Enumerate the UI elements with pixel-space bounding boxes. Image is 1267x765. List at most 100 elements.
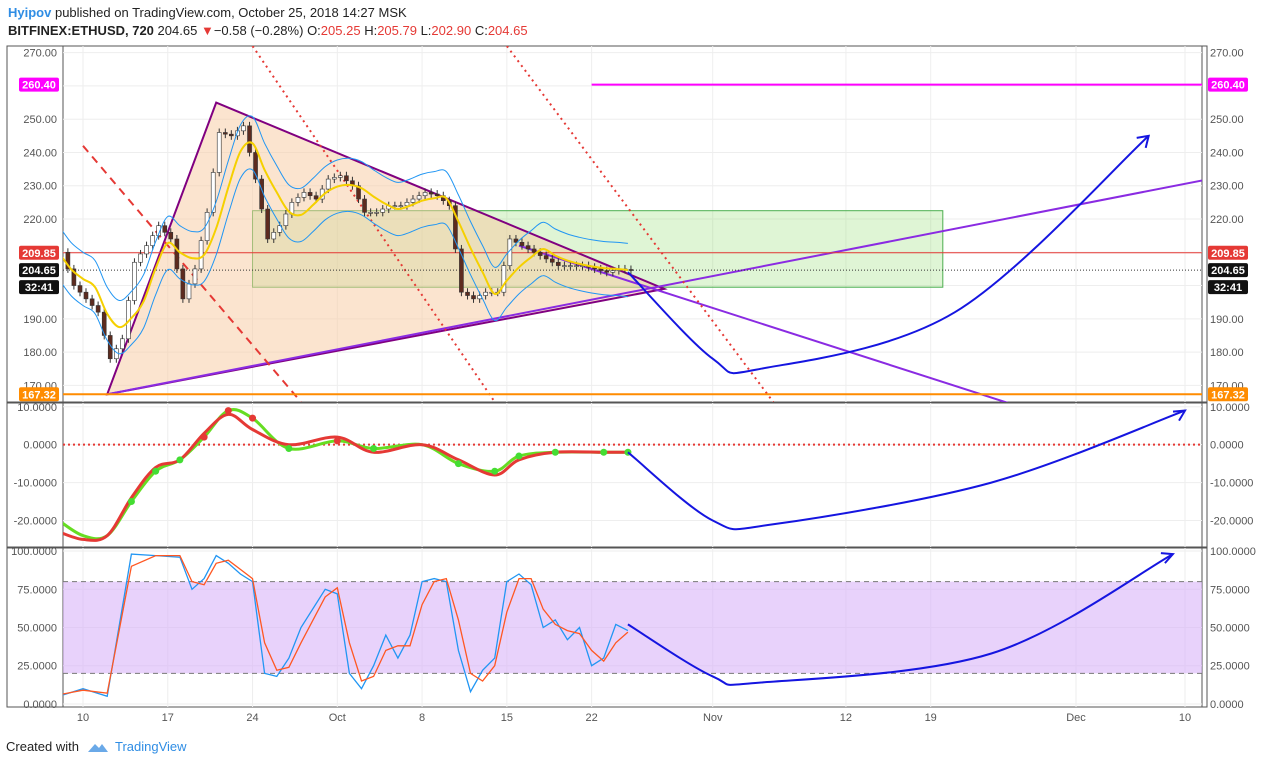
y-tick-label-right: 220.00	[1210, 214, 1244, 226]
x-tick-label: Nov	[703, 712, 723, 724]
stoch-tick-label-left: 50.0000	[17, 623, 57, 635]
candle-down	[265, 208, 270, 240]
y-tick-label-left: 230.00	[23, 181, 57, 193]
candle-down	[356, 185, 361, 200]
high-value: 205.79	[377, 23, 417, 38]
macd-tick-label-right: 10.0000	[1210, 402, 1250, 414]
forecast-arrowhead	[1172, 409, 1187, 422]
cross-dot	[370, 444, 378, 452]
macd-tick-label-left: 10.0000	[17, 402, 57, 414]
close-label: C:	[474, 23, 488, 38]
stoch-tick-label-right: 75.0000	[1210, 584, 1250, 596]
candle-up	[150, 235, 155, 246]
candle-up	[568, 265, 573, 267]
stoch-series-line	[63, 553, 629, 698]
symbol-label: BITFINEX:ETHUSD, 720	[8, 23, 154, 38]
stoch-tick-label-right: 100.0000	[1210, 546, 1256, 558]
price-tag-label: 167.32	[22, 389, 56, 401]
cross-dot	[224, 407, 232, 415]
stoch-pane-frame	[6, 547, 1208, 708]
change-value: −0.58 (−0.28%)	[213, 23, 304, 38]
bollinger-upper-line	[63, 115, 628, 302]
candle-up	[210, 172, 216, 213]
y-tick-label-right: 230.00	[1210, 181, 1244, 193]
publish-line: Hyipov published on TradingView.com, Oct…	[8, 4, 1258, 22]
created-with-label: Created with	[6, 739, 79, 754]
price-tag-left	[19, 245, 59, 260]
price-tag-right	[1208, 245, 1248, 260]
candle-down	[549, 258, 555, 263]
x-tick-label: 8	[419, 712, 425, 724]
price-tag-label: 260.40	[22, 80, 56, 92]
cross-dot	[333, 437, 341, 445]
y-tick-label-left: 240.00	[23, 147, 57, 159]
candle-up	[422, 192, 428, 197]
tradingview-logo-icon	[87, 743, 108, 752]
macd-tick-label-right: -10.0000	[1210, 478, 1253, 490]
x-tick-label: Oct	[329, 712, 346, 724]
candle-up	[380, 208, 386, 213]
stoch-tick-label-left: 0.0000	[23, 699, 57, 711]
candle-up	[501, 265, 507, 293]
candle-up	[295, 197, 301, 203]
candle-up	[332, 177, 337, 180]
candle-down	[519, 241, 525, 246]
oscillator-forecast-curve	[627, 409, 1186, 531]
cross-dot	[285, 444, 293, 452]
candle-up	[574, 265, 579, 267]
candle-down	[168, 232, 174, 240]
candle-down	[229, 133, 234, 137]
cross-dot	[200, 433, 208, 441]
candle-up	[398, 205, 404, 208]
y-tick-label-left: 270.00	[23, 48, 57, 60]
stoch-tick-label-left: 25.0000	[17, 661, 57, 673]
candle-down	[83, 291, 89, 300]
countdown-label: 32:41	[1214, 282, 1242, 294]
candle-down	[313, 195, 319, 200]
dotted-trend-line	[506, 46, 775, 402]
dashed-trend-line	[82, 145, 302, 402]
ohlc-line: BITFINEX:ETHUSD, 720 204.65 ▼−0.58 (−0.2…	[8, 22, 1258, 40]
candle-up	[132, 261, 137, 301]
candle-down	[604, 270, 610, 273]
candle-down	[180, 268, 186, 300]
price-tag-label: 209.85	[22, 248, 56, 260]
tradingview-brand-link[interactable]: TradingView	[114, 739, 187, 754]
candle-down	[465, 291, 470, 296]
cross-dot	[600, 448, 608, 456]
y-tick-label-right: 250.00	[1210, 114, 1244, 126]
candle-up	[198, 240, 204, 270]
candle-down	[525, 245, 531, 250]
candle-down	[344, 175, 349, 182]
x-tick-label: 15	[501, 712, 513, 724]
candle-up	[416, 195, 422, 200]
cross-dot	[551, 448, 559, 456]
candle-up	[483, 291, 488, 296]
author-link[interactable]: Hyipov	[8, 5, 52, 20]
countdown-tag	[1208, 280, 1248, 295]
candle-down	[253, 152, 258, 180]
candle-up	[156, 225, 161, 236]
price-tag-left	[19, 387, 59, 402]
chart-header: Hyipov published on TradingView.com, Oct…	[8, 4, 1258, 40]
macd-pane-frame	[6, 402, 1208, 548]
candle-up	[392, 205, 398, 208]
stoch-tick-label-right: 25.0000	[1210, 661, 1250, 673]
candle-up	[368, 212, 373, 214]
last-price: 204.65	[157, 23, 198, 38]
price-tag-label: 209.85	[1211, 248, 1245, 260]
price-tag-label: 204.65	[22, 265, 56, 277]
candle-down	[459, 248, 464, 293]
falling-trend-line	[518, 244, 1009, 402]
y-tick-label-right: 240.00	[1210, 147, 1244, 159]
footer: Created with TradingView	[6, 739, 187, 754]
candle-down	[95, 305, 101, 313]
candle-down	[531, 248, 537, 253]
x-tick-label: 10	[77, 712, 89, 724]
open-value: 205.25	[320, 23, 361, 38]
stoch-tick-label-left: 75.0000	[17, 584, 57, 596]
macd-tick-label-right: 0.0000	[1210, 440, 1244, 452]
candle-down	[77, 285, 83, 293]
candle-down	[362, 198, 367, 213]
